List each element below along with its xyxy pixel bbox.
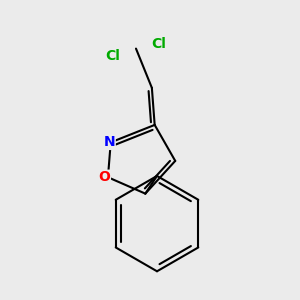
Text: Cl: Cl (152, 38, 166, 51)
Text: O: O (98, 170, 110, 184)
Text: N: N (103, 135, 115, 149)
Text: Cl: Cl (106, 49, 121, 63)
